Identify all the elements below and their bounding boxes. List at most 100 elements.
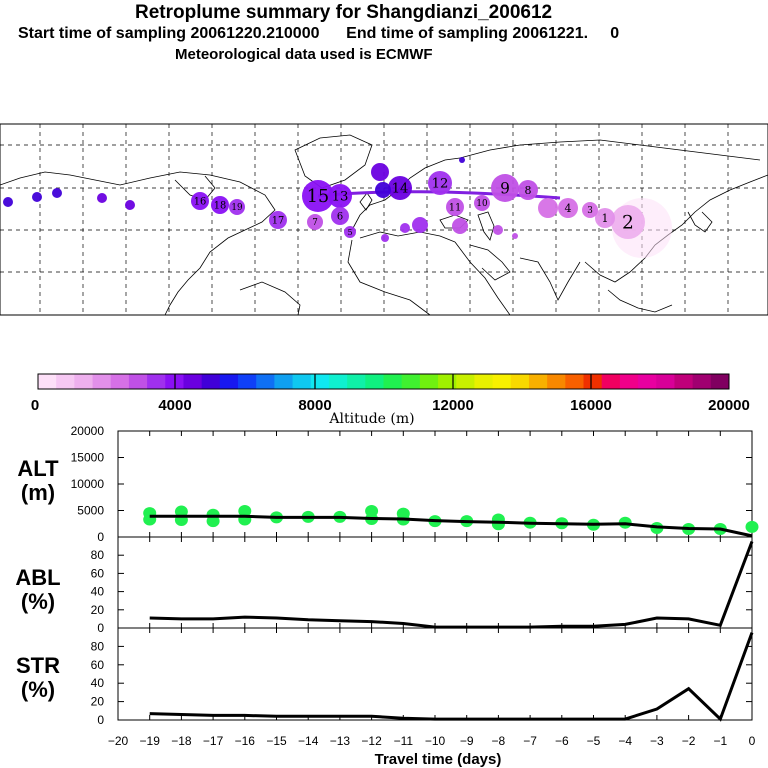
y-tick-label: 20000 (71, 424, 105, 438)
x-tick-label: −7 (523, 734, 537, 748)
panel-label: ABL (15, 565, 60, 590)
panel-frame (117, 536, 753, 629)
plume-marker (344, 226, 356, 238)
y-tick-label: 60 (91, 658, 105, 672)
plume-marker (375, 182, 391, 198)
y-tick-label: 0 (97, 621, 104, 635)
plume-day-label: 12 (432, 177, 449, 192)
y-tick-label: 20 (91, 603, 105, 617)
x-tick-label: −13 (330, 734, 351, 748)
colorbar-tick-label: 0 (31, 397, 39, 414)
plume-marker (328, 184, 352, 208)
colorbar-cell (528, 374, 548, 389)
x-tick-label: −14 (298, 734, 319, 748)
x-tick-label: −2 (682, 734, 696, 748)
x-tick-label: −15 (266, 734, 287, 748)
plume-marker (491, 174, 519, 202)
plume-day-label: 5 (347, 228, 352, 237)
colorbar-tick-label: 20000 (708, 397, 750, 414)
plume-marker (211, 196, 229, 214)
colorbar-cell (383, 374, 403, 389)
colorbar-cell (110, 374, 130, 389)
y-tick-label: 60 (91, 566, 105, 580)
panel-unit: (%) (21, 677, 55, 702)
colorbar-cell (38, 374, 57, 389)
coast-north-america (0, 171, 276, 316)
colorbar-cell (238, 374, 257, 389)
y-tick-label: 80 (91, 548, 105, 562)
plume-day-label: 19 (231, 203, 242, 213)
colorbar-cell (656, 374, 675, 389)
colorbar-tick-label: 8000 (298, 397, 331, 414)
time-series-panels: 20000150001000050000ALT(m)806040200ABL(%… (15, 424, 759, 768)
coast-south-america (239, 281, 301, 316)
coast-mediterranean (359, 231, 456, 243)
y-tick-label: 40 (91, 676, 105, 690)
colorbar-cell (674, 374, 694, 389)
x-tick-label: −8 (492, 734, 506, 748)
plume-marker (32, 192, 42, 202)
x-tick-label: −5 (587, 734, 601, 748)
plume-day-label: 7 (312, 218, 318, 228)
colorbar-cell (292, 374, 312, 389)
plume-day-label: 14 (392, 182, 409, 197)
x-tick-label: −17 (203, 734, 224, 748)
plume-day-label: 1 (602, 212, 609, 225)
colorbar-cell (565, 374, 585, 389)
colorbar-cell (583, 374, 603, 389)
plume-marker (538, 198, 558, 218)
colorbar-title: Altitude (m) (328, 411, 414, 427)
plume-day-label: 16 (194, 196, 207, 207)
x-axis-title: Travel time (days) (375, 751, 502, 768)
colorbar-frame (37, 373, 730, 390)
plume-marker (52, 188, 62, 198)
plume-day-label: 8 (525, 184, 532, 197)
plume-day-label: 13 (332, 190, 349, 205)
altitude-point (174, 505, 188, 518)
altitude-mean-line (149, 514, 753, 538)
colorbar-cell (510, 374, 530, 389)
colorbar-cell (492, 374, 512, 389)
plume-marker (269, 211, 287, 229)
chart-title: Retroplume summary for Shangdianzi_20061… (135, 2, 553, 23)
plume-day-label: 6 (337, 211, 343, 222)
y-tick-label: 0 (97, 713, 104, 727)
colorbar-cell (274, 374, 294, 389)
coast-greenland (294, 134, 373, 189)
altitude-point (745, 520, 759, 533)
colorbar-cell (456, 374, 475, 389)
x-tick-label: −9 (460, 734, 474, 748)
plume-day-label: 3 (587, 206, 593, 216)
colorbar-cell (201, 374, 221, 389)
plume-marker (474, 195, 490, 211)
plume-day-label: 10 (476, 199, 488, 209)
plume-day-label: 2 (622, 213, 634, 234)
colorbar-cell (347, 374, 366, 389)
colorbar-cell (619, 374, 639, 389)
colorbar-cell (310, 374, 330, 389)
colorbar-cell (183, 374, 203, 389)
y-tick-label: 40 (91, 585, 105, 599)
plume-marker (452, 218, 468, 234)
coast-siberia (459, 139, 761, 161)
x-tick-label: −4 (618, 734, 632, 748)
x-tick-label: −16 (235, 734, 256, 748)
plume-marker (493, 225, 503, 235)
panel-label: ALT (17, 456, 59, 481)
colorbar-cell (438, 374, 457, 389)
x-tick-label: −20 (108, 734, 129, 748)
str-line (149, 632, 754, 722)
plume-marker (125, 200, 135, 210)
colorbar-cell (365, 374, 384, 389)
colorbar-cell (147, 374, 166, 389)
plume-marker (302, 180, 334, 212)
colorbar-tick-label: 4000 (158, 397, 191, 414)
plume-marker (595, 208, 615, 228)
coast-india (519, 257, 581, 301)
plume-marker (459, 157, 465, 163)
coast-africa (347, 239, 431, 316)
plume-marker (3, 197, 13, 207)
y-tick-label: 0 (97, 530, 104, 544)
colorbar-cell (256, 374, 275, 389)
plume-marker (400, 223, 410, 233)
